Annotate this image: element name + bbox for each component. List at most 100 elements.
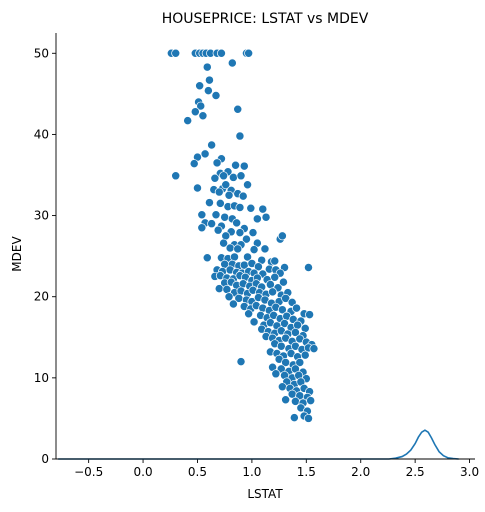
data-point — [277, 342, 285, 350]
data-point — [304, 414, 312, 422]
data-point — [262, 213, 270, 221]
data-point — [220, 172, 228, 180]
data-point — [282, 396, 290, 404]
data-point — [271, 273, 279, 281]
data-point — [211, 174, 219, 182]
data-point — [213, 159, 221, 167]
x-tick-label: 0.5 — [188, 465, 207, 479]
x-tick-label: 3.0 — [460, 465, 479, 479]
data-point — [221, 213, 229, 221]
data-point — [271, 257, 279, 265]
data-point — [199, 112, 207, 120]
y-tick-label: 0 — [41, 452, 49, 466]
data-point — [240, 162, 248, 170]
data-point — [237, 358, 245, 366]
data-point — [261, 245, 269, 253]
data-point — [215, 188, 223, 196]
data-point — [301, 324, 309, 332]
data-point — [243, 181, 251, 189]
data-point — [184, 117, 192, 125]
data-point — [231, 161, 239, 169]
data-point — [249, 229, 257, 237]
x-tick-label: 1.5 — [297, 465, 316, 479]
data-point — [236, 132, 244, 140]
data-point — [217, 49, 225, 57]
data-point — [247, 204, 255, 212]
data-point — [294, 321, 302, 329]
data-point — [191, 108, 199, 116]
x-axis-label: LSTAT — [247, 487, 283, 501]
data-point — [215, 285, 223, 293]
data-point — [214, 226, 222, 234]
data-point — [208, 220, 216, 228]
data-point — [172, 172, 180, 180]
y-axis-label: MDEV — [10, 236, 24, 272]
y-tick-label: 30 — [34, 209, 49, 223]
data-point — [272, 370, 280, 378]
data-point — [205, 76, 213, 84]
y-tick-label: 10 — [34, 371, 49, 385]
data-point — [233, 219, 241, 227]
data-point — [292, 304, 300, 312]
data-point — [278, 383, 286, 391]
x-tick-label: 0.0 — [134, 465, 153, 479]
data-point — [212, 211, 220, 219]
data-point — [245, 49, 253, 57]
data-point — [172, 49, 180, 57]
data-point — [229, 300, 237, 308]
data-point — [266, 280, 274, 288]
chart-title: HOUSEPRICE: LSTAT vs MDEV — [162, 11, 369, 27]
data-point — [205, 198, 213, 206]
y-tick-label: 20 — [34, 290, 49, 304]
data-point — [234, 245, 242, 253]
kde-line — [58, 430, 459, 459]
data-point — [234, 105, 242, 113]
data-point — [290, 414, 298, 422]
y-tick-label: 40 — [34, 127, 49, 141]
x-tick-label: 2.0 — [351, 465, 370, 479]
data-point — [208, 141, 216, 149]
data-point — [229, 173, 237, 181]
data-point — [196, 82, 204, 90]
data-point — [236, 203, 244, 211]
data-point — [301, 351, 309, 359]
data-point — [278, 232, 286, 240]
data-point — [304, 263, 312, 271]
data-point — [190, 160, 198, 168]
x-tick-label: 2.5 — [406, 465, 425, 479]
data-point — [198, 224, 206, 232]
data-point — [222, 232, 230, 240]
data-point — [228, 59, 236, 67]
y-tick-label: 50 — [34, 46, 49, 60]
scatter-points — [167, 49, 318, 422]
data-point — [250, 318, 258, 326]
data-point — [230, 253, 238, 261]
data-point — [245, 310, 253, 318]
data-point — [226, 244, 234, 252]
data-point — [279, 278, 287, 286]
data-point — [203, 63, 211, 71]
x-tick-label: 1.0 — [242, 465, 261, 479]
data-point — [268, 288, 276, 296]
data-point — [198, 211, 206, 219]
data-point — [201, 150, 209, 158]
data-point — [259, 205, 267, 213]
data-point — [212, 91, 220, 99]
data-point — [216, 199, 224, 207]
data-point — [288, 390, 296, 398]
data-point — [225, 293, 233, 301]
data-point — [203, 254, 211, 262]
data-point — [239, 192, 247, 200]
data-point — [307, 396, 315, 404]
data-point — [223, 285, 231, 293]
axis-ticks: −0.5 0.0 0.5 1.0 1.5 2.0 2.5 3.0 0 10 20 30 40 50 — [34, 46, 479, 479]
data-point — [236, 229, 244, 237]
kde-curve — [58, 430, 459, 459]
data-point — [253, 215, 261, 223]
data-point — [204, 87, 212, 95]
data-point — [250, 246, 258, 254]
x-tick-label: −0.5 — [74, 465, 103, 479]
data-point — [237, 172, 245, 180]
data-point — [225, 191, 233, 199]
